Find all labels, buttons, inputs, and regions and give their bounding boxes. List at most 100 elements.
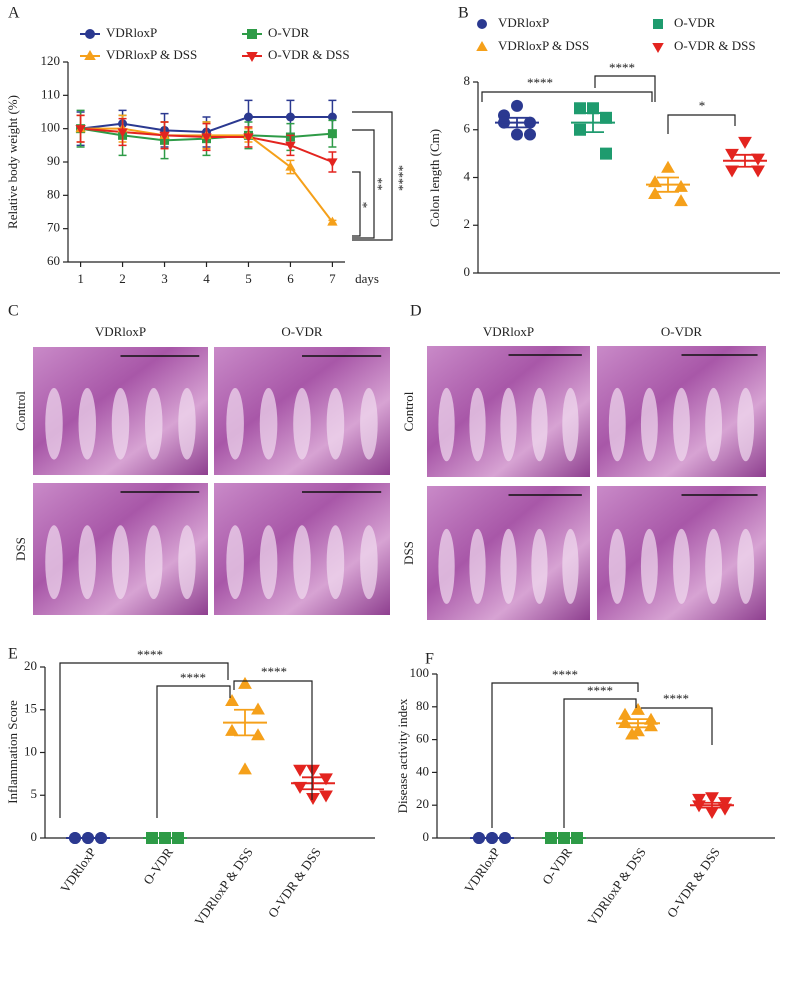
data-point <box>600 111 612 124</box>
crypt <box>469 387 486 462</box>
y-axis-title: Disease activity index <box>395 698 410 813</box>
data-point <box>524 128 536 141</box>
significance-label: ** <box>374 178 389 191</box>
y-tick-label: 6 <box>464 121 471 136</box>
data-point <box>625 727 639 740</box>
data-point <box>631 702 645 715</box>
crypt <box>45 387 63 460</box>
legend-marker <box>246 52 258 62</box>
legend-marker <box>476 41 488 51</box>
significance-bracket <box>352 111 393 241</box>
data-point <box>327 158 338 168</box>
y-tick-label: 15 <box>24 701 37 716</box>
data-point <box>751 165 765 178</box>
data-point <box>587 102 599 115</box>
data-point <box>293 781 307 794</box>
panel-label: E <box>8 646 18 663</box>
significance-bracket <box>641 707 713 745</box>
crypt <box>438 528 455 604</box>
significance-label: **** <box>180 670 206 685</box>
panel-label: B <box>458 5 469 22</box>
data-point <box>718 803 732 816</box>
crypt <box>293 525 311 600</box>
y-tick-label: 100 <box>410 665 430 680</box>
data-point <box>238 676 252 689</box>
data-point <box>285 141 296 151</box>
data-point <box>159 131 170 141</box>
data-point <box>117 128 128 138</box>
sem-bar <box>234 708 256 737</box>
significance-label: **** <box>527 75 553 90</box>
data-point <box>75 125 86 135</box>
significance-label: **** <box>261 664 287 679</box>
crypt <box>500 387 517 462</box>
y-tick-label: 4 <box>464 168 471 183</box>
crypt <box>178 525 196 600</box>
data-point <box>251 728 265 741</box>
data-point <box>574 123 586 136</box>
legend-marker <box>85 29 95 39</box>
significance-bracket <box>491 682 639 828</box>
y-tick-label: 5 <box>31 786 38 801</box>
data-point <box>648 187 662 200</box>
significance-label: **** <box>587 683 613 698</box>
crypt <box>259 525 278 600</box>
y-tick-label: 0 <box>464 264 471 279</box>
crypt <box>737 528 755 604</box>
data-point <box>319 773 333 786</box>
significance-label: * <box>699 98 706 113</box>
sem-bar <box>302 776 324 791</box>
legend-label: VDRloxP <box>106 25 157 40</box>
crypt <box>562 387 579 462</box>
data-point <box>738 136 752 149</box>
crypt <box>562 528 579 604</box>
crypt <box>259 387 278 460</box>
crypt <box>78 525 96 600</box>
sem-bar <box>582 112 604 134</box>
y-axis-title: Colon length (Cm) <box>427 129 442 227</box>
data-point <box>238 762 252 775</box>
legend-marker <box>477 19 487 29</box>
crypt <box>326 525 345 600</box>
x-tick-label: 4 <box>203 271 210 286</box>
x-tick-label: O-VDR & DSS <box>265 845 324 920</box>
y-tick-label: 70 <box>47 220 60 235</box>
row-header: Control <box>401 391 416 431</box>
data-point <box>618 716 632 728</box>
crypt <box>326 387 345 460</box>
x-tick-label: 2 <box>119 271 126 286</box>
data-point <box>574 102 586 115</box>
column-header: O-VDR <box>281 324 322 339</box>
legend-marker <box>653 19 663 29</box>
x-tick-label: VDRloxP & DSS <box>191 845 256 928</box>
y-tick-label: 20 <box>24 658 37 673</box>
significance-bracket <box>563 698 637 828</box>
y-tick-label: 10 <box>24 743 37 758</box>
panel-label: C <box>8 303 19 320</box>
significance-label: **** <box>663 691 689 706</box>
y-tick-label: 2 <box>464 216 471 231</box>
data-point <box>293 764 307 777</box>
data-point <box>306 793 320 806</box>
y-tick-label: 0 <box>31 829 38 844</box>
significance-bracket <box>59 662 229 818</box>
row-header: DSS <box>13 537 28 561</box>
crypt <box>640 387 658 462</box>
x-tick-label: 5 <box>245 271 252 286</box>
y-tick-label: 60 <box>416 731 429 746</box>
sem-bar <box>701 801 723 809</box>
significance-bracket <box>594 75 656 102</box>
significance-bracket <box>156 685 231 818</box>
x-tick-label: 1 <box>77 271 84 286</box>
x-tick-label: 3 <box>161 271 168 286</box>
data-point <box>511 128 523 141</box>
x-tick-label: 7 <box>329 271 336 286</box>
panel-label: A <box>8 5 20 22</box>
crypt <box>469 528 486 604</box>
data-point <box>225 694 239 706</box>
panel-label: D <box>410 303 422 320</box>
row-header: Control <box>13 391 28 431</box>
data-point <box>725 165 739 178</box>
significance-label: * <box>359 202 374 209</box>
data-point <box>225 723 239 736</box>
